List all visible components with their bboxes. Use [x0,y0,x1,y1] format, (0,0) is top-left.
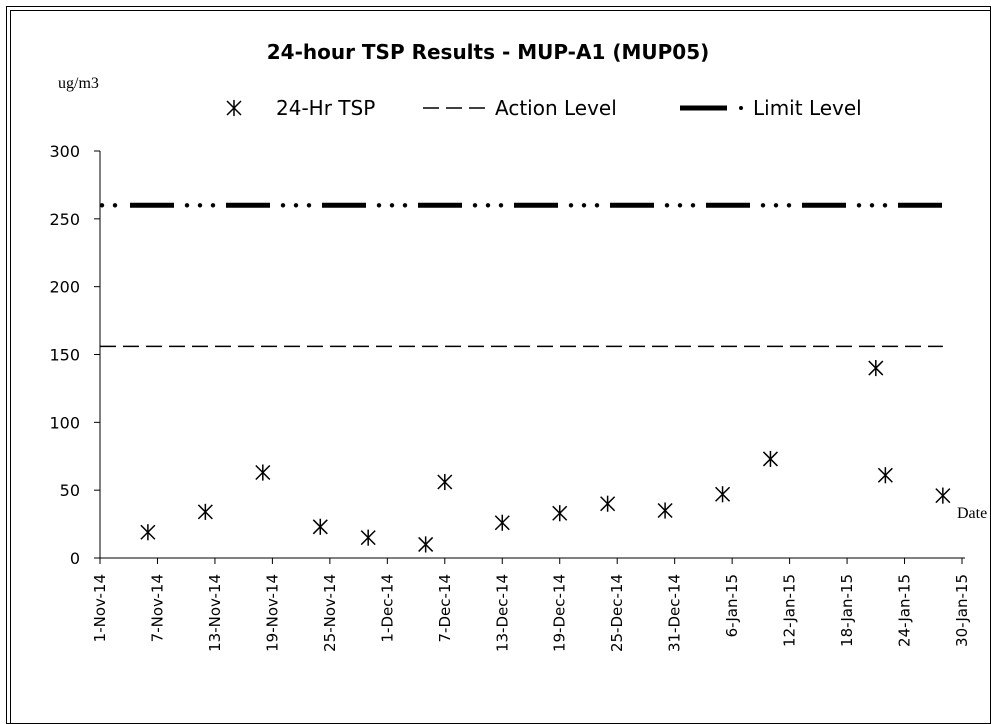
tsp-data-point [935,487,951,504]
x-ticks: 1-Nov-14 7-Nov-14 13-Nov-14 19-Nov-14 25-Nov… [91,558,971,652]
legend-marker-asterisk [226,99,242,117]
tsp-data-point [312,518,328,535]
tsp-data-point [552,505,568,522]
tsp-data-point [418,536,434,553]
x-tick-label: 25-Nov-14 [321,574,339,652]
legend-marker-tsp [226,99,242,117]
tsp-data-point [140,524,156,541]
x-tick-label: 18-Jan-15 [838,574,856,647]
x-tick-label: 19-Nov-14 [263,574,281,652]
tsp-data-point [197,503,213,520]
x-tick-label: 19-Dec-14 [551,574,569,652]
tsp-data-point [657,502,673,519]
chart-title: 24-hour TSP Results - MUP-A1 (MUP05) [267,40,710,64]
tsp-data-point [255,464,271,481]
tsp-data-point [715,486,731,503]
y-tick-label: 100 [49,413,80,432]
legend-dot-limit [739,106,743,110]
reference-lines [99,202,943,348]
x-tick-label: 31-Dec-14 [666,574,684,652]
x-tick-label: 7-Dec-14 [436,574,454,642]
tsp-data-point [877,467,893,484]
tsp-data-point [360,529,376,546]
y-tick-label: 300 [49,142,80,161]
y-tick-label: 250 [49,210,80,229]
x-tick-label: 24-Jan-15 [896,574,914,647]
tsp-data-point [437,473,453,491]
x-axis-label: Date [957,505,987,522]
x-tick-label: 13-Nov-14 [206,574,224,652]
x-tick-label: 25-Dec-14 [608,574,626,652]
data-points [140,360,951,553]
tsp-data-point [494,514,510,531]
x-tick-label: 1-Nov-14 [91,574,109,642]
tsp-data-point [868,360,884,377]
y-ticks: 0 50 100 150 200 250 300 [49,142,100,568]
y-axis-label: ug/m3 [58,75,99,92]
x-tick-label: 12-Jan-15 [781,574,799,647]
x-tick-label: 30-Jan-15 [953,574,971,647]
tsp-data-point [762,450,778,468]
x-tick-label: 1-Dec-14 [378,574,396,642]
x-tick-label: 13-Dec-14 [493,574,511,652]
legend: 24-Hr TSP Action Level Limit Level [226,96,862,120]
y-tick-label: 50 [60,481,80,500]
legend-label-tsp: 24-Hr TSP [276,96,375,120]
limit-level-line [99,202,942,208]
y-tick-label: 200 [49,278,80,297]
y-tick-label: 0 [70,549,80,568]
x-tick-label: 7-Nov-14 [148,574,166,642]
tsp-data-point [600,495,616,512]
legend-label-action: Action Level [495,96,617,120]
x-tick-label: 6-Jan-15 [723,574,741,637]
y-tick-label: 150 [49,346,80,365]
legend-label-limit: Limit Level [753,96,862,120]
